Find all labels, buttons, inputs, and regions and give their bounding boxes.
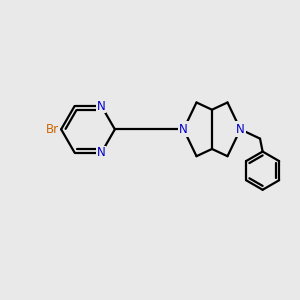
Text: N: N	[97, 100, 106, 112]
Text: Br: Br	[45, 123, 58, 136]
Text: N: N	[97, 146, 106, 159]
Text: N: N	[179, 123, 188, 136]
Text: N: N	[236, 123, 245, 136]
